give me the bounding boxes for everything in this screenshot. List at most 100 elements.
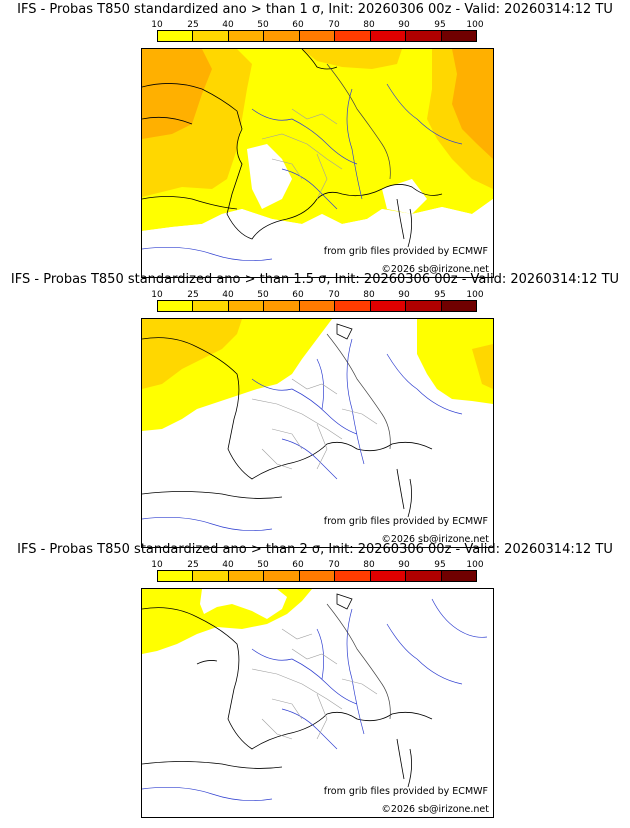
scale-bin [335, 301, 371, 311]
scale-bin [441, 31, 476, 41]
river [316, 358, 324, 410]
scale-bin [158, 301, 194, 311]
map-panel-1: IFS - Probas T850 standardized ano > tha… [0, 0, 630, 278]
coastline [396, 198, 412, 248]
river [281, 708, 338, 750]
river [386, 83, 463, 145]
river [142, 516, 273, 531]
river [251, 378, 358, 435]
scale-label: 90 [398, 290, 410, 300]
river [316, 628, 324, 680]
copyright-text: ©2026 sb@irizone.net [381, 804, 489, 815]
gap-area [382, 179, 427, 214]
color-scale [157, 570, 477, 582]
scale-label: 50 [257, 20, 269, 30]
color-scale [157, 300, 477, 312]
panel-title: IFS - Probas T850 standardized ano > tha… [17, 2, 613, 17]
scale-label: 50 [257, 560, 269, 570]
map-panel-3: IFS - Probas T850 standardized ano > tha… [0, 540, 630, 818]
scale-bin [158, 31, 194, 41]
coastline [336, 593, 353, 610]
scale-bin [228, 31, 265, 41]
country-border [326, 603, 391, 720]
coastline [396, 468, 412, 518]
river [346, 88, 363, 200]
scale-label: 25 [187, 20, 199, 30]
admin-border [251, 628, 378, 740]
river [251, 108, 358, 165]
river [281, 438, 338, 480]
copyright-text: ©2026 sb@irizone.net [381, 264, 489, 275]
scale-bin [299, 31, 336, 41]
probability-map: from grib files provided by ECMWF ©2026 … [141, 588, 494, 818]
gap-area [247, 144, 292, 209]
scale-label: 70 [328, 290, 340, 300]
scale-label: 10 [151, 290, 163, 300]
scale-bin [370, 571, 407, 581]
scale-label: 60 [292, 560, 304, 570]
probability-map: from grib files provided by ECMWF ©2026 … [141, 318, 494, 548]
coastline [142, 83, 443, 240]
scale-bin [158, 571, 194, 581]
river [386, 623, 463, 685]
scale-label: 70 [328, 560, 340, 570]
scale-label: 100 [466, 290, 484, 300]
river [251, 648, 358, 705]
scale-bin [370, 31, 407, 41]
scale-bin [299, 571, 336, 581]
scale-label: 90 [398, 20, 410, 30]
scale-bin [193, 571, 229, 581]
river [386, 353, 463, 415]
river [142, 786, 273, 801]
river [431, 598, 488, 638]
prob-area-gold [472, 344, 493, 389]
prob-area-gold [142, 319, 242, 389]
prob-area-orange [142, 49, 212, 139]
scale-label: 95 [434, 560, 446, 570]
scale-bin [370, 301, 407, 311]
coastline [196, 660, 218, 665]
river [346, 338, 365, 465]
coastline [142, 196, 238, 210]
scale-label: 25 [187, 560, 199, 570]
prob-area-yellow [460, 194, 477, 214]
color-scale [157, 30, 477, 42]
map-panel-2: IFS - Probas T850 standardized ano > tha… [0, 270, 630, 548]
scale-bin [406, 571, 442, 581]
scale-label: 60 [292, 20, 304, 30]
scale-label: 80 [363, 20, 375, 30]
country-border [326, 333, 391, 450]
river [142, 246, 273, 261]
scale-bin [228, 301, 265, 311]
map-graphic [142, 49, 493, 277]
country-border [326, 63, 391, 180]
probability-map: from grib files provided by ECMWF ©2026 … [141, 48, 494, 278]
scale-label: 40 [222, 20, 234, 30]
scale-label: 60 [292, 290, 304, 300]
scale-bin [406, 31, 442, 41]
scale-label: 80 [363, 560, 375, 570]
scale-label: 100 [466, 20, 484, 30]
credit-text: from grib files provided by ECMWF [323, 786, 488, 797]
scale-bin [193, 31, 229, 41]
scale-label: 10 [151, 560, 163, 570]
admin-border [251, 378, 378, 470]
scale-label: 100 [466, 560, 484, 570]
copyright-text: ©2026 sb@irizone.net [381, 534, 489, 545]
coastline [142, 491, 283, 499]
scale-label: 70 [328, 20, 340, 30]
scale-bin [441, 301, 476, 311]
coastline [142, 337, 433, 480]
credit-text: from grib files provided by ECMWF [323, 246, 488, 257]
scale-label: 80 [363, 290, 375, 300]
map-graphic [142, 589, 488, 801]
scale-label: 90 [398, 560, 410, 570]
map-graphic [142, 319, 493, 531]
credit-text: from grib files provided by ECMWF [323, 516, 488, 527]
coastline [301, 49, 338, 70]
scale-bin [228, 571, 265, 581]
river [346, 608, 365, 735]
river [281, 168, 338, 210]
scale-bin [264, 301, 300, 311]
scale-bin [406, 301, 442, 311]
